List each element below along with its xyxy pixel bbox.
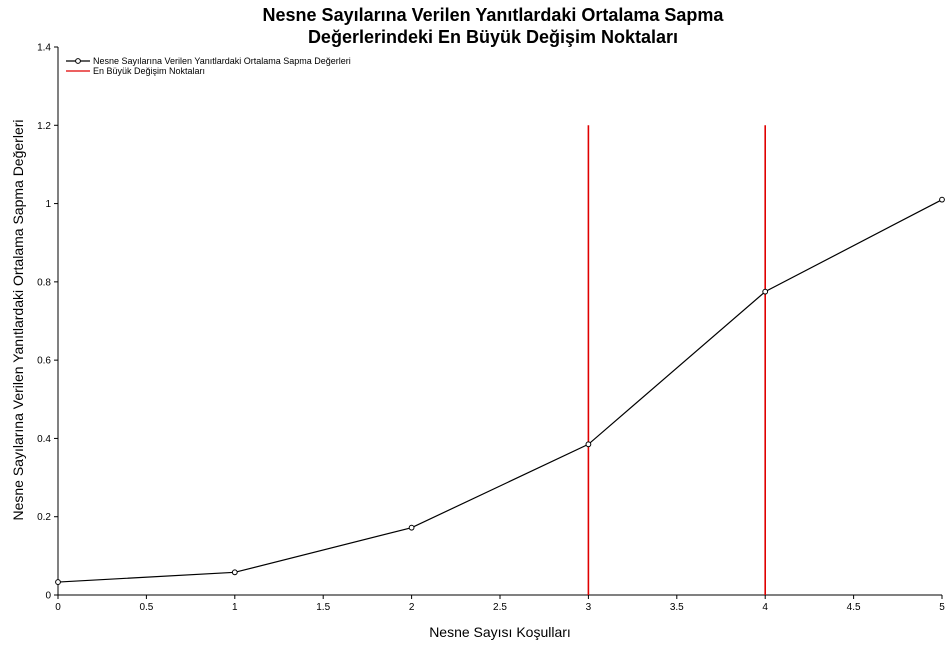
legend: Nesne Sayılarına Verilen Yanıtlardaki Or… [66,56,351,76]
x-tick-label: 2.5 [493,602,507,613]
x-tick-label: 0 [55,602,61,613]
x-tick-label: 3.5 [670,602,684,613]
axes [57,47,942,596]
y-tick-label: 0.8 [37,277,51,288]
legend-label-series: Nesne Sayılarına Verilen Yanıtlardaki Or… [93,56,351,66]
y-axis-label: Nesne Sayılarına Verilen Yanıtlardaki Or… [10,119,26,520]
x-tick-label: 2 [409,602,415,613]
x-tick-label: 4 [762,602,768,613]
y-axis-ticks: 0 0.2 0.4 0.6 0.8 1 1.2 1.4 [37,43,58,602]
x-tick-label: 0.5 [139,602,153,613]
data-point [762,288,769,295]
x-tick-label: 5 [939,602,945,613]
legend-label-change-points: En Büyük Değişim Noktaları [93,66,205,76]
x-axis-label: Nesne Sayısı Koşulları [429,624,571,640]
data-point [585,441,592,448]
x-tick-label: 4.5 [847,602,861,613]
y-tick-label: 0.4 [37,434,51,445]
y-tick-label: 0 [45,591,51,602]
data-point [939,196,945,203]
legend-marker-series [75,58,81,64]
y-tick-label: 1.2 [37,121,51,132]
series-line [57,199,943,583]
data-series [55,196,945,585]
chart-title-line-2: Değerlerindeki En Büyük Değişim Noktalar… [308,27,678,47]
y-tick-label: 0.2 [37,512,51,523]
y-tick-label: 1 [45,199,51,210]
x-tick-label: 1 [232,602,238,613]
change-point-lines [587,125,767,595]
chart-title-line-1: Nesne Sayılarına Verilen Yanıtlardaki Or… [263,5,725,25]
y-tick-label: 1.4 [37,43,51,54]
y-tick-label: 0.6 [37,356,51,367]
x-axis-ticks: 0 0.5 1 1.5 2 2.5 3 3.5 4 4.5 5 [55,595,945,613]
x-tick-label: 3 [586,602,592,613]
chart-title: Nesne Sayılarına Verilen Yanıtlardaki Or… [263,5,725,47]
data-point [231,569,238,576]
data-point [408,524,415,531]
data-point [55,579,61,585]
x-tick-label: 1.5 [316,602,330,613]
